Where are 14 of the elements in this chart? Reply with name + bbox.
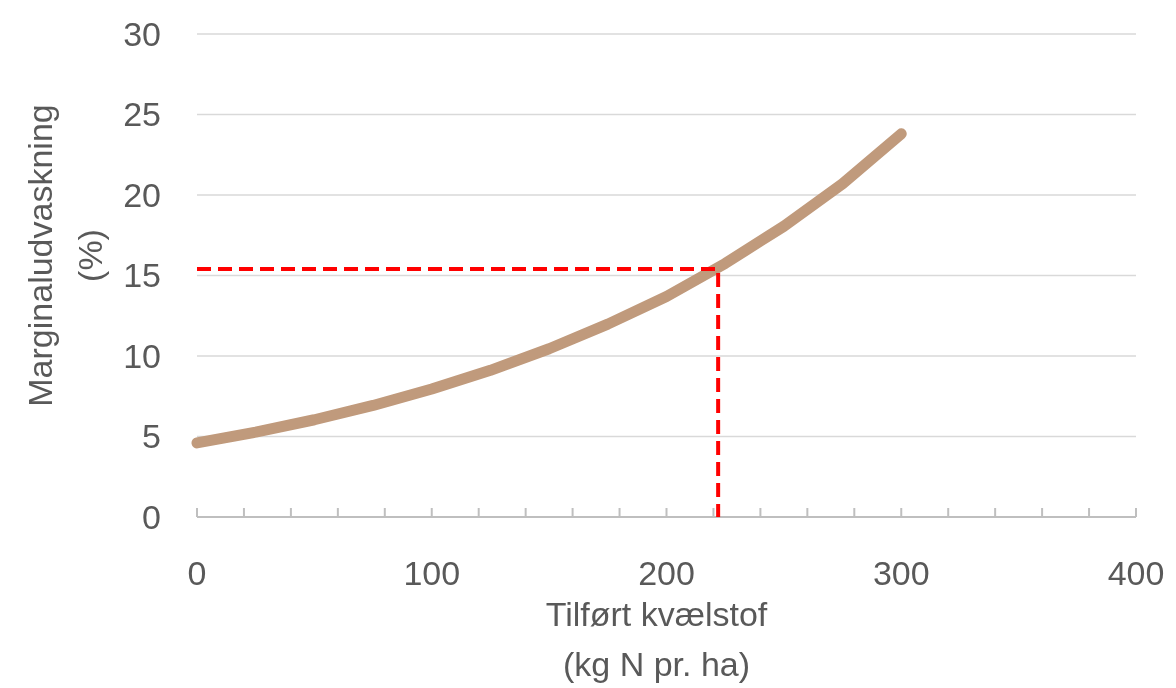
y-tick-label: 15 xyxy=(123,256,161,295)
x-tick-label: 400 xyxy=(1107,554,1165,592)
y-tick-label: 25 xyxy=(123,95,161,134)
y-tick-label: 0 xyxy=(142,497,161,536)
x-tick-label: 100 xyxy=(403,554,461,592)
x-tick-label: 300 xyxy=(872,554,930,592)
x-tick-label: 200 xyxy=(638,554,695,592)
x-tick-label: 0 xyxy=(187,554,207,592)
y-axis-title: Marginaludvaskning (%) xyxy=(21,104,109,407)
x-axis-title: Tilført kvælstof (kg N pr. ha) xyxy=(545,595,768,683)
y-tick-label: 20 xyxy=(123,175,161,214)
y-tick-label: 5 xyxy=(142,417,161,456)
y-tick-label: 30 xyxy=(123,14,161,53)
y-tick-label: 10 xyxy=(123,336,161,375)
